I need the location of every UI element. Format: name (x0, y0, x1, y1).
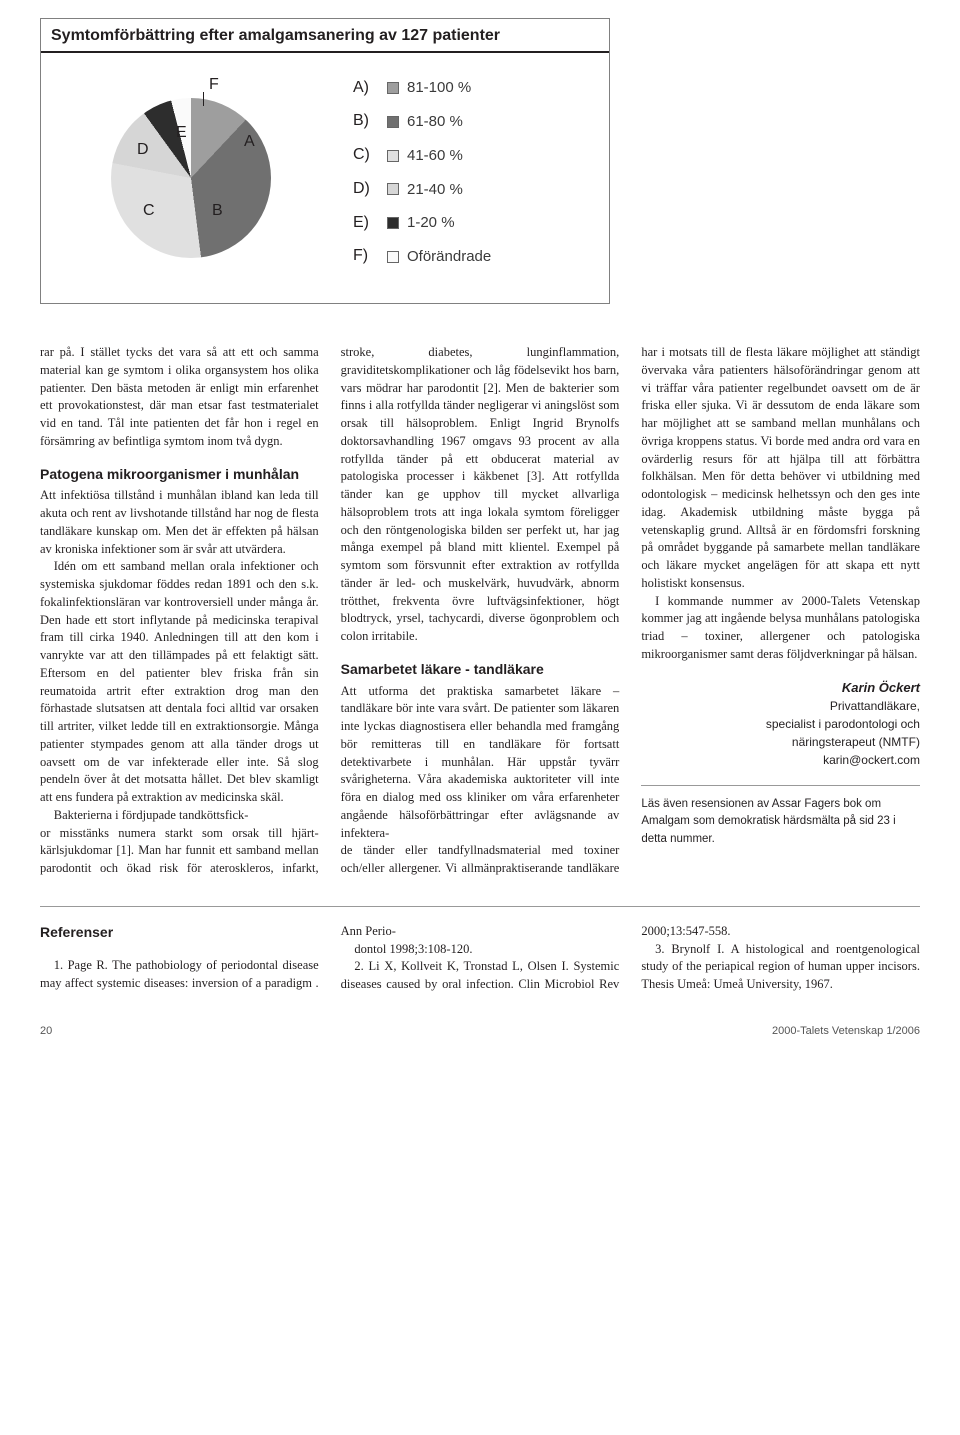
legend-row-b: B) 61-80 % (353, 110, 491, 133)
legend-text-b: 61-80 % (407, 111, 463, 132)
legend-text-a: 81-100 % (407, 77, 471, 98)
p5: Att utforma det praktiska samarbetet läk… (341, 683, 620, 843)
slice-label-f: F (209, 74, 219, 97)
slice-label-d: D (137, 139, 149, 162)
legend-key-e: E) (353, 212, 379, 235)
legend-key-c: C) (353, 144, 379, 167)
slice-label-c: C (143, 200, 155, 223)
heading-samarbetet: Samarbetet läkare - tandläkare (341, 660, 620, 680)
slice-label-e: E (176, 122, 187, 145)
byline-line3: näringsterapeut (NMTF) (641, 733, 920, 751)
heading-patogena: Patogena mikroorganismer i munhålan (40, 465, 319, 485)
legend-swatch-d (387, 183, 399, 195)
byline-name: Karin Öckert (641, 678, 920, 698)
p7: I kommande nummer av 2000-Talets Vetensk… (641, 593, 920, 664)
leader-line-f (203, 92, 204, 106)
chart-title: Symtomförbättring efter amalgamsanering … (51, 25, 599, 48)
legend-row-c: C) 41-60 % (353, 144, 491, 167)
legend-row-f: F) Oförändrade (353, 245, 491, 268)
legend-row-d: D) 21-40 % (353, 178, 491, 201)
byline: Karin Öckert Privattandläkare, specialis… (641, 678, 920, 770)
pie-legend: A) 81-100 % B) 61-80 % C) 41-60 % D) 21-… (353, 77, 491, 279)
page-footer: 20 2000-Talets Vetenskap 1/2006 (40, 1024, 920, 1040)
chart-body: A B C D E F A) 81-100 % B) 61-80 % C) (41, 53, 609, 303)
see-also-note: Läs även resensionen av Assar Fagers bok… (641, 785, 920, 848)
chart-title-wrap: Symtomförbättring efter amalgamsanering … (41, 19, 609, 53)
legend-key-a: A) (353, 77, 379, 100)
legend-key-d: D) (353, 178, 379, 201)
pie-chart (111, 98, 271, 258)
legend-swatch-b (387, 116, 399, 128)
legend-text-c: 41-60 % (407, 145, 463, 166)
p1: Att infektiösa tillstånd i munhålan ibla… (40, 487, 319, 558)
legend-swatch-e (387, 217, 399, 229)
byline-line1: Privattandläkare, (641, 697, 920, 715)
article-body: rar på. I stället tycks det vara så att … (40, 344, 920, 878)
legend-text-d: 21-40 % (407, 179, 463, 200)
legend-swatch-c (387, 150, 399, 162)
legend-text-e: 1-20 % (407, 212, 455, 233)
legend-key-b: B) (353, 110, 379, 133)
chart-figure: Symtomförbättring efter amalgamsanering … (40, 18, 610, 304)
page-number: 20 (40, 1024, 52, 1040)
byline-email: karin@ockert.com (641, 751, 920, 769)
references-heading: Referenser (40, 923, 319, 943)
publication-info: 2000-Talets Vetenskap 1/2006 (772, 1024, 920, 1040)
legend-swatch-a (387, 82, 399, 94)
ref-2a: dontol 1998;3:108-120. (341, 941, 620, 959)
p2: Idén om ett samband mellan orala infekti… (40, 558, 319, 807)
byline-line2: specialist i parodontologi och (641, 715, 920, 733)
pie-wrap: A B C D E F (91, 78, 291, 278)
legend-row-a: A) 81-100 % (353, 77, 491, 100)
legend-row-e: E) 1-20 % (353, 212, 491, 235)
slice-label-b: B (212, 200, 223, 223)
slice-label-a: A (244, 131, 255, 154)
p3: Bakterierna i fördjupade tandköttsfick- (40, 807, 319, 825)
legend-swatch-f (387, 251, 399, 263)
intro-para: rar på. I stället tycks det vara så att … (40, 344, 319, 451)
ref-3: 3. Brynolf I. A histological and roentge… (641, 941, 920, 994)
references-block: Referenser 1. Page R. The pathobiology o… (40, 906, 920, 994)
legend-text-f: Oförändrade (407, 246, 491, 267)
legend-key-f: F) (353, 245, 379, 268)
